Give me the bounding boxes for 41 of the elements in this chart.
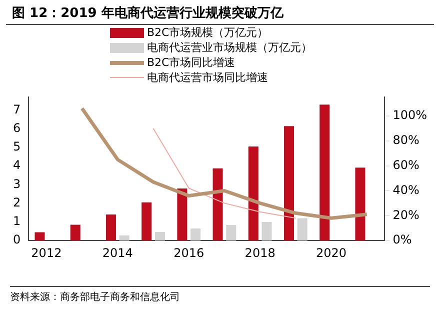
bar [190,228,201,241]
bar [142,202,152,241]
x-tick-label: 2020 [316,246,347,260]
text: 资料来源：商务部电子商务和信息化司 [10,286,430,304]
legend-label: 电商代运营市场同比增速 [147,70,268,85]
bar [262,222,272,241]
bar [248,146,258,241]
y-tick-label: 3 [12,176,21,191]
x-tick-label: 2018 [244,246,276,260]
y-tick-label: 6 [12,120,21,135]
y2-tick-label: 60% [392,158,420,172]
y-tick-label: 7 [12,102,21,116]
y2-tick-label: 100% [392,108,428,122]
bar [177,188,188,241]
y2-tick-label: 80% [392,132,420,147]
y-tick-label: 5 [12,140,21,154]
bar [226,224,236,241]
bar [297,218,308,241]
y-tick-label: 0 [12,232,21,247]
y-tick-label: 4 [12,158,21,172]
chart-title: 图 12：2019 年电商代运营行业规模突破万亿 [6,0,434,25]
legend-label: B2C市场同比增速 [147,55,236,70]
bar [212,168,223,241]
y2-tick-label: 20% [392,208,420,222]
bar [34,232,45,241]
legend-label: 电商代运营业市场规模（万亿元） [147,40,312,55]
x-tick-label: 2012 [31,246,62,260]
bar [284,126,294,241]
bar [154,232,165,241]
bar [119,235,130,241]
bar [355,168,366,241]
x-tick-label: 2016 [174,246,204,260]
y-tick-label: 2 [12,195,21,210]
y2-tick-label: 40% [392,182,420,197]
bar [70,224,80,241]
x-tick-label: 2014 [102,246,133,260]
bar [106,214,116,241]
y-tick-label: 1 [12,214,21,228]
y2-tick-label: 0% [392,232,412,247]
bar [320,104,330,241]
legend-label: B2C市场规模（万亿元） [147,25,268,40]
